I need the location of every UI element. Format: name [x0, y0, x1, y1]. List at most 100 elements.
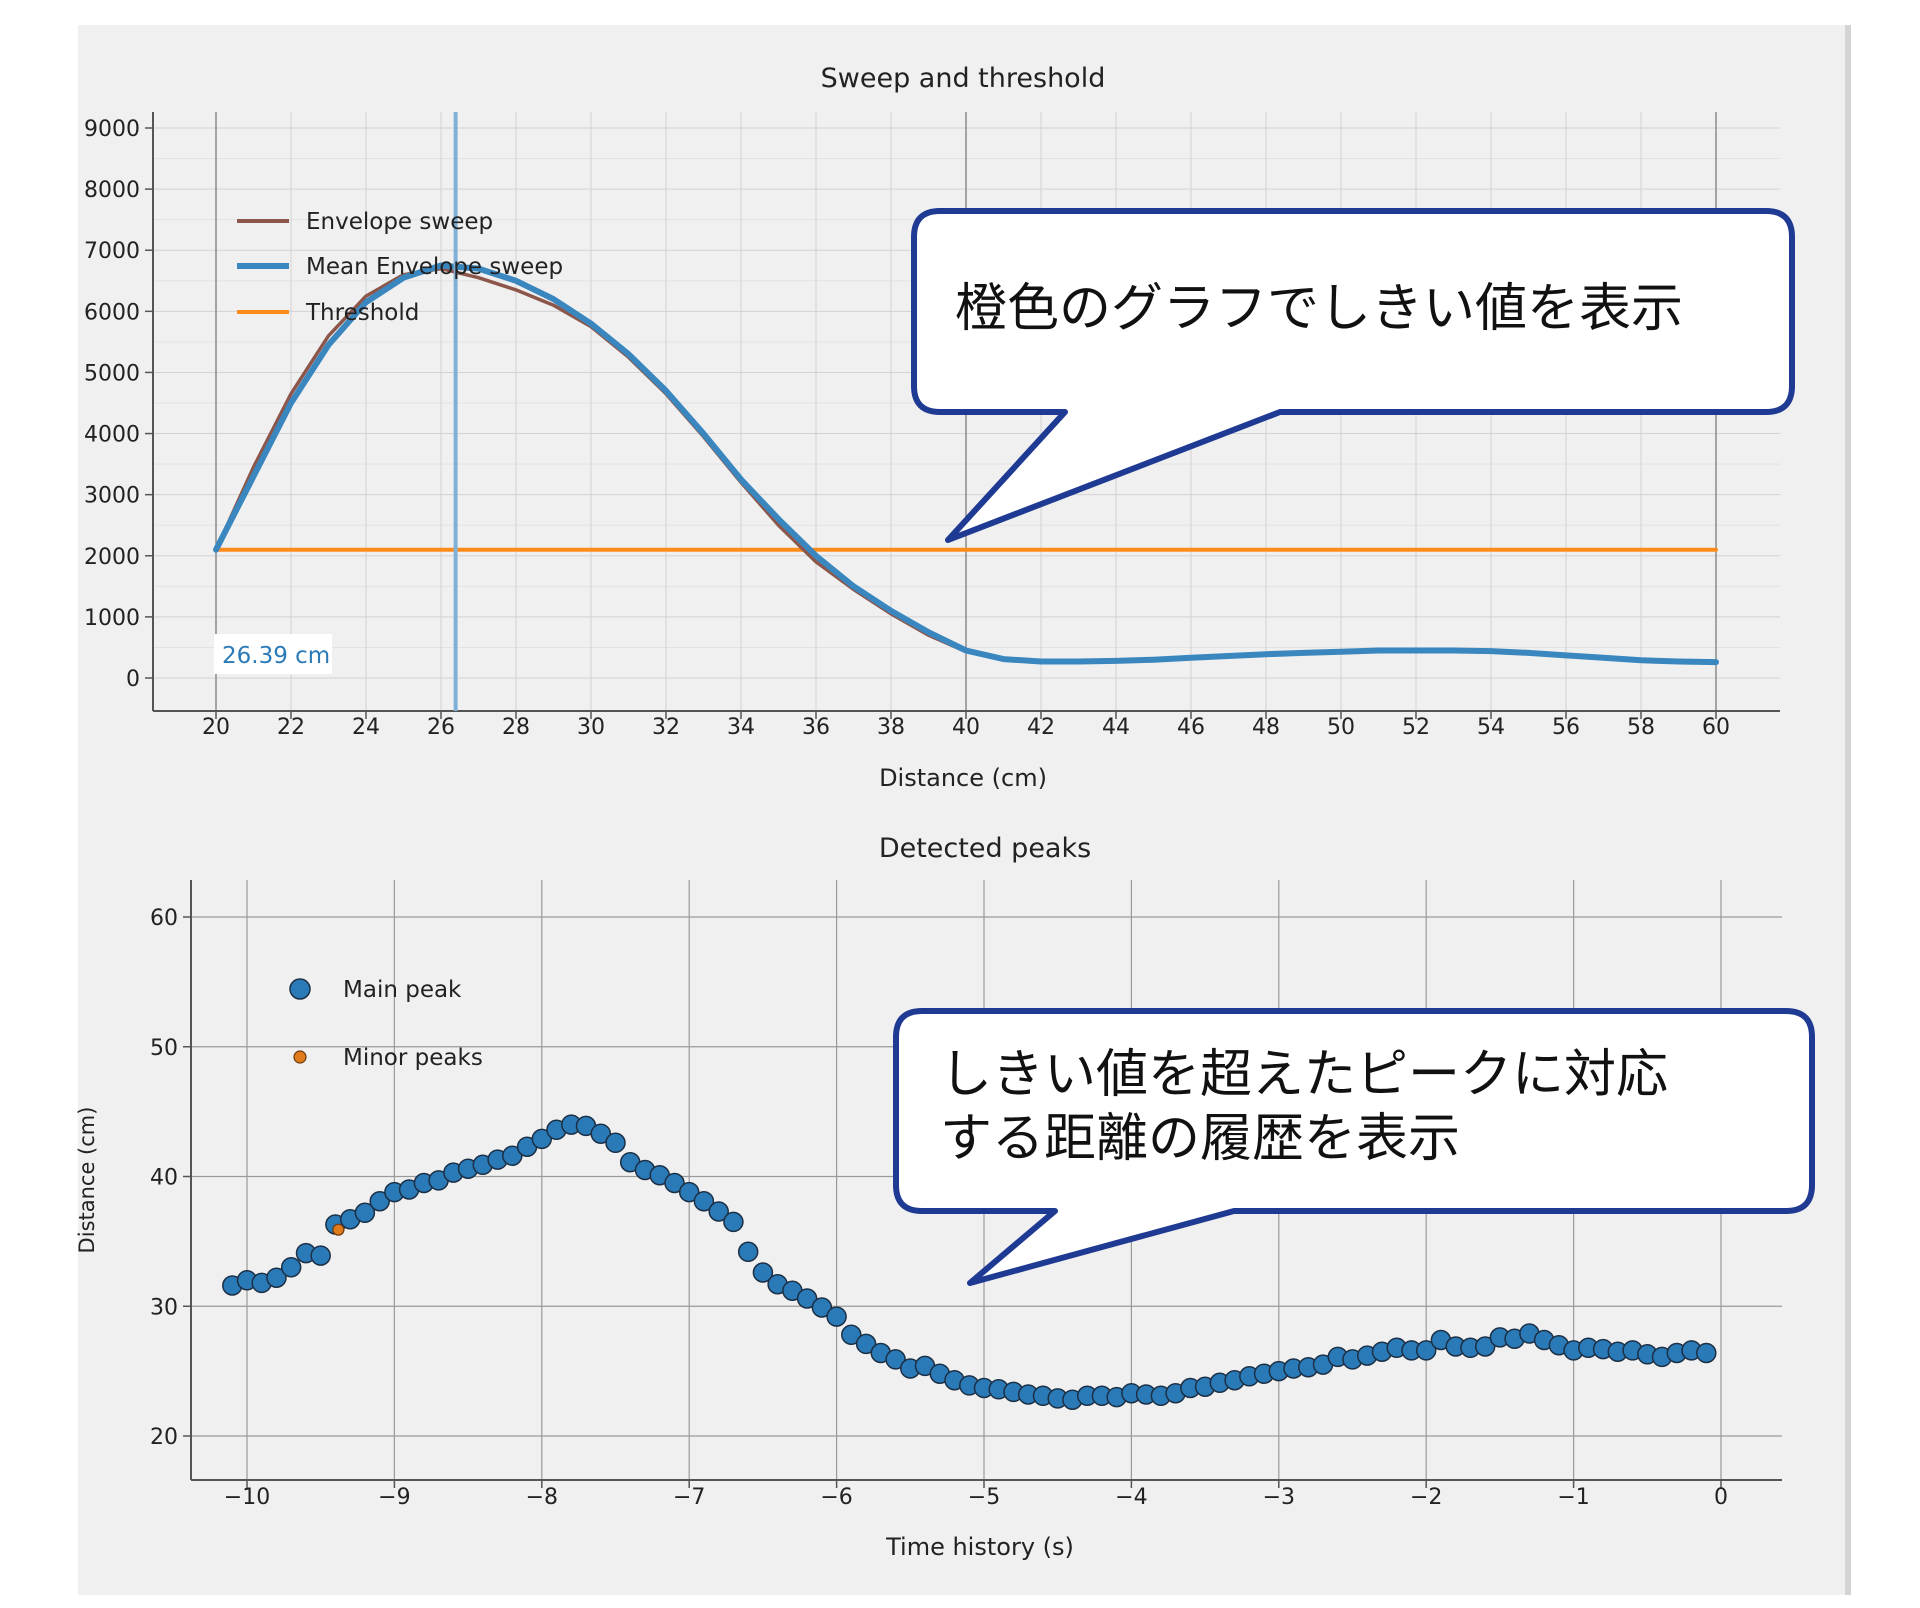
top-chart-legend: Envelope sweep Mean Envelope sweep Thres… [237, 209, 563, 326]
main-peak-point [723, 1211, 744, 1233]
main-peak-point [693, 1190, 715, 1212]
top-x-tick-label: 50 [1327, 715, 1355, 740]
bottom-x-tick-label: −6 [820, 1485, 852, 1510]
bottom-x-tick-label: −10 [224, 1485, 270, 1510]
main-peak-point [737, 1241, 759, 1263]
main-peak-point [280, 1257, 302, 1278]
bottom-y-tick-label: 30 [150, 1295, 178, 1320]
top-y-tick-label: 3000 [84, 484, 140, 509]
bottom-chart-y-label: Distance (cm) [75, 1107, 99, 1254]
bottom-chart-x-ticks: −10 −9 −8 −7 −6 −5 −4 −3 −2 −1 0 [224, 1480, 1728, 1510]
callout-bottom: しきい値を超えたピークに対応 する距離の履歴を表示 [893, 1008, 1815, 1286]
top-x-tick-label: 32 [652, 715, 680, 740]
main-peak-point [678, 1181, 700, 1203]
bottom-x-tick-label: −3 [1263, 1485, 1295, 1510]
bottom-y-tick-label: 40 [150, 1166, 178, 1191]
bottom-chart-points [222, 1114, 1717, 1410]
main-peak-point [605, 1132, 626, 1154]
top-x-tick-label: 36 [802, 715, 830, 740]
top-x-tick-label: 44 [1102, 715, 1130, 740]
bottom-x-tick-label: −5 [968, 1485, 1000, 1510]
bottom-y-tick-label: 60 [150, 906, 178, 931]
callout-bottom-text-line2: する距離の履歴を表示 [940, 1109, 1460, 1169]
bottom-x-tick-label: −2 [1410, 1485, 1442, 1510]
main-peak-point [885, 1349, 906, 1370]
top-y-tick-label: 1000 [84, 606, 140, 631]
main-peak-point [811, 1297, 833, 1318]
top-x-tick-label: 40 [952, 715, 980, 740]
bottom-chart-title: Detected peaks [879, 833, 1091, 864]
top-chart-y-ticks: 0 1000 2000 3000 4000 5000 6000 7000 8000 9000 [84, 117, 153, 692]
cursor-label-box [214, 634, 332, 674]
top-x-tick-label: 26 [427, 715, 455, 740]
top-x-tick-label: 38 [877, 715, 905, 740]
main-peak-point [369, 1190, 390, 1212]
top-x-tick-label: 28 [502, 715, 530, 740]
legend-marker-main-peak [289, 978, 311, 1000]
top-x-tick-label: 22 [277, 715, 305, 740]
callout-bottom-bubble [893, 1008, 1815, 1286]
top-chart-x-ticks: 20 22 24 26 28 30 32 34 36 38 40 42 44 46 48 50 52 54 56 58… [202, 711, 1730, 740]
cursor-label: 26.39 cm [222, 643, 330, 669]
main-peak-point [266, 1267, 287, 1288]
main-peak-point [826, 1306, 847, 1327]
top-x-tick-label: 34 [727, 715, 755, 740]
legend-label-main-peak: Main peak [343, 977, 462, 1003]
top-chart-title: Sweep and threshold [821, 63, 1106, 94]
top-x-tick-label: 60 [1702, 715, 1730, 740]
top-x-tick-label: 24 [352, 715, 380, 740]
main-peak-point [841, 1324, 862, 1346]
main-peak-point [752, 1262, 774, 1283]
top-x-tick-label: 54 [1477, 715, 1505, 740]
series-line-mean-envelope-sweep [213, 262, 1719, 666]
callout-top: 橙色のグラフでしきい値を表示 [911, 208, 1795, 543]
main-peak-point [1415, 1340, 1437, 1361]
legend-label-threshold: Threshold [305, 300, 419, 326]
bottom-x-tick-label: −8 [526, 1485, 558, 1510]
top-x-tick-label: 30 [577, 715, 605, 740]
main-peak-point [708, 1201, 729, 1222]
bottom-y-tick-label: 50 [150, 1036, 178, 1061]
bottom-chart-legend: Main peak Minor peaks [289, 977, 483, 1071]
legend-label-envelope: Envelope sweep [306, 209, 493, 235]
main-peak-point [590, 1123, 612, 1144]
top-y-tick-label: 6000 [84, 300, 140, 325]
callout-top-bubble [911, 208, 1795, 543]
top-y-tick-label: 2000 [84, 545, 140, 570]
legend-marker-minor-peaks [293, 1050, 307, 1064]
bottom-x-tick-label: −4 [1115, 1485, 1147, 1510]
top-x-tick-label: 42 [1027, 715, 1055, 740]
main-peak-point [310, 1245, 331, 1266]
callout-top-text: 橙色のグラフでしきい値を表示 [955, 279, 1683, 339]
top-x-tick-label: 58 [1627, 715, 1655, 740]
legend-label-minor-peaks: Minor peaks [343, 1045, 483, 1071]
panel-right-border [1845, 25, 1851, 1595]
bottom-x-tick-label: −9 [378, 1485, 410, 1510]
main-peak-point [502, 1145, 523, 1166]
top-y-tick-label: 7000 [84, 239, 140, 264]
main-peak-point [796, 1288, 818, 1309]
main-peak-point [1474, 1336, 1496, 1357]
bottom-x-tick-label: 0 [1714, 1485, 1728, 1510]
bottom-x-tick-label: −1 [1557, 1485, 1589, 1510]
top-y-tick-label: 8000 [84, 178, 140, 203]
top-y-tick-label: 9000 [84, 117, 140, 142]
main-peak-point [354, 1202, 376, 1224]
top-y-tick-label: 4000 [84, 423, 140, 448]
top-x-tick-label: 56 [1552, 715, 1580, 740]
top-chart-x-label: Distance (cm) [879, 764, 1047, 792]
top-y-tick-label: 5000 [84, 361, 140, 386]
top-x-tick-label: 48 [1252, 715, 1280, 740]
main-peak-point [855, 1333, 877, 1355]
top-y-tick-label: 0 [126, 667, 140, 692]
bottom-x-tick-label: −7 [673, 1485, 705, 1510]
top-x-tick-label: 20 [202, 715, 230, 740]
callout-bottom-text-line1: しきい値を超えたピークに対応 [940, 1045, 1668, 1105]
main-peak-point [664, 1172, 685, 1194]
legend-label-mean-envelope: Mean Envelope sweep [306, 254, 563, 280]
top-x-tick-label: 52 [1402, 715, 1430, 740]
main-peak-point [531, 1128, 553, 1150]
minor-peak-point [332, 1223, 345, 1236]
